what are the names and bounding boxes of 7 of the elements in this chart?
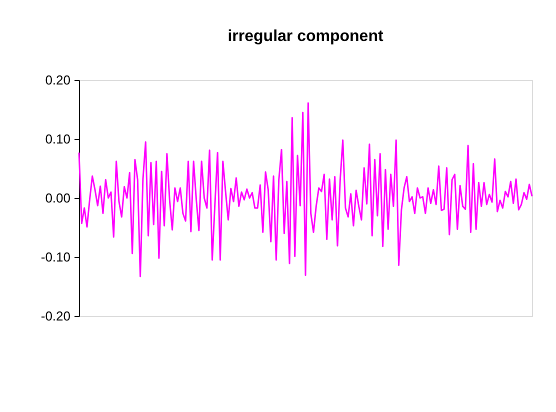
y-tick-label: -0.20 <box>40 308 70 324</box>
line-series <box>78 102 533 278</box>
y-tick-label: 0.00 <box>45 190 70 206</box>
y-tick-label: -0.10 <box>40 250 70 264</box>
y-tick-label: 0.10 <box>45 132 70 146</box>
chart-title: irregular component <box>228 28 384 45</box>
y-tick-label: 0.20 <box>45 72 70 88</box>
